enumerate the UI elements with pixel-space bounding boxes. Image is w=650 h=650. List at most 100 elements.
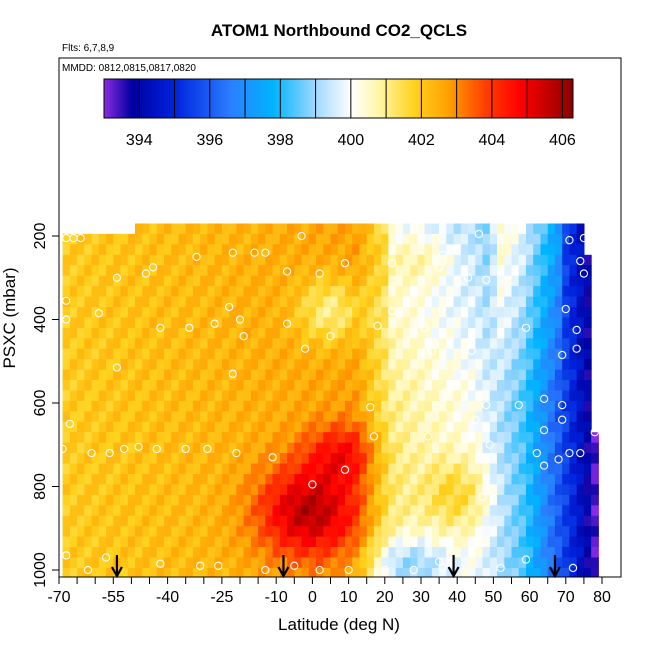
field-cell <box>381 505 389 517</box>
field-cell <box>352 567 360 577</box>
field-cell <box>149 254 158 266</box>
field-cell <box>518 254 527 266</box>
sample-point <box>576 448 585 458</box>
field-cell <box>533 359 541 371</box>
field-cell <box>359 307 368 318</box>
field-cell <box>468 286 476 298</box>
field-cell <box>229 317 237 329</box>
field-cell <box>106 432 114 444</box>
field-cell <box>265 515 274 527</box>
field-cell <box>62 474 71 485</box>
field-cell <box>497 233 505 245</box>
field-cell <box>142 327 151 339</box>
field-cell <box>475 359 484 371</box>
field-cell <box>323 317 332 329</box>
field-cell <box>200 390 208 402</box>
field-cell <box>417 494 426 506</box>
field-cell <box>287 442 295 454</box>
field-cell <box>200 484 208 496</box>
field-cell <box>91 421 100 433</box>
field-cell <box>178 390 187 402</box>
field-cell <box>98 494 107 506</box>
field-cell <box>482 233 491 245</box>
field-cell <box>562 411 570 423</box>
field-cell <box>468 223 476 235</box>
field-cell <box>98 317 107 329</box>
field-cell <box>373 484 382 496</box>
field-cell <box>301 390 310 402</box>
field-cell <box>164 348 172 360</box>
field-cell <box>258 515 266 527</box>
field-cell <box>554 463 563 475</box>
field-cell <box>576 411 585 423</box>
field-cell <box>417 400 426 412</box>
field-cell <box>77 515 85 527</box>
field-cell <box>250 286 259 298</box>
field-cell <box>265 536 274 548</box>
field-cell <box>482 463 491 475</box>
field-cell <box>446 254 455 266</box>
field-cell <box>156 536 165 548</box>
field-cell <box>308 515 317 527</box>
field-cell <box>337 484 346 496</box>
field-cell <box>576 442 585 454</box>
field-cell <box>250 359 259 371</box>
dates-label: MMDD: 0812,0815,0817,0820 <box>62 63 196 74</box>
field-cell <box>410 317 418 329</box>
field-cell <box>475 536 484 548</box>
field-cell <box>453 390 462 402</box>
field-cell <box>504 567 513 577</box>
field-cell <box>200 494 208 506</box>
field-cell <box>323 390 332 402</box>
field-cell <box>142 400 151 412</box>
field-cell <box>402 463 411 475</box>
field-cell <box>511 536 520 548</box>
field-cell <box>540 557 549 569</box>
field-cell <box>77 327 85 339</box>
field-cell <box>381 442 389 454</box>
field-cell <box>366 494 375 506</box>
field-cell <box>402 275 411 287</box>
field-cell <box>475 442 484 454</box>
field-cell <box>142 359 151 371</box>
field-cell <box>468 265 476 277</box>
field-cell <box>526 557 534 569</box>
field-cell <box>135 233 143 245</box>
field-cell <box>352 494 360 506</box>
field-cell <box>301 327 310 339</box>
field-cell <box>562 369 570 381</box>
field-cell <box>243 442 252 454</box>
field-cell <box>410 474 418 485</box>
field-cell <box>221 526 230 538</box>
field-cell <box>352 307 360 318</box>
field-cell <box>540 286 549 298</box>
field-cell <box>417 359 426 371</box>
field-cell <box>352 359 360 371</box>
field-cell <box>200 474 208 485</box>
sample-point <box>120 444 129 454</box>
field-cell <box>200 286 208 298</box>
field-cell <box>576 380 585 391</box>
field-cell <box>511 296 520 308</box>
field-cell <box>410 536 418 548</box>
field-cell <box>330 421 339 433</box>
field-cell <box>373 317 382 329</box>
field-cell <box>221 348 230 360</box>
field-cell <box>243 275 252 287</box>
field-cell <box>547 348 556 360</box>
field-cell <box>352 432 360 444</box>
field-cell <box>243 567 252 577</box>
field-cell <box>569 327 578 339</box>
field-cell <box>77 474 85 485</box>
field-cell <box>236 442 245 454</box>
field-cell <box>279 348 288 360</box>
field-cell <box>250 348 259 360</box>
field-cell <box>366 265 375 277</box>
field-cell <box>113 474 122 485</box>
field-cell <box>323 421 332 433</box>
field-cell <box>352 286 360 298</box>
field-cell <box>250 536 259 548</box>
field-cell <box>533 338 541 350</box>
field-cell <box>569 390 578 402</box>
field-cell <box>323 505 332 517</box>
